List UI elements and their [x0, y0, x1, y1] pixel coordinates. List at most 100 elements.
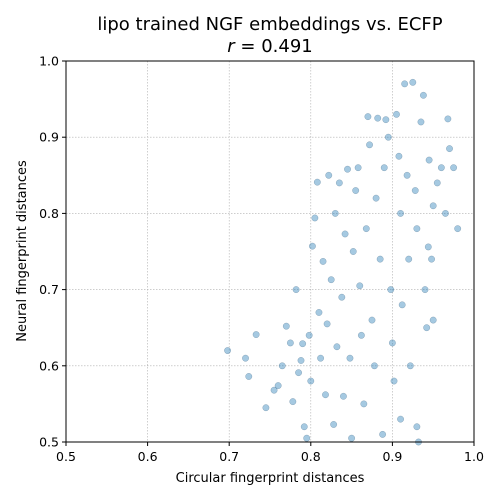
data-point	[429, 316, 437, 324]
data-point	[305, 331, 313, 339]
y-tick-label: 0.7	[39, 282, 59, 297]
data-point	[242, 354, 249, 362]
data-point	[357, 331, 365, 339]
data-point	[364, 113, 372, 121]
data-point	[441, 209, 449, 217]
data-point	[393, 110, 400, 118]
data-point	[409, 78, 417, 86]
x-tick-label: 0.8	[301, 449, 321, 464]
data-point	[339, 392, 347, 400]
data-point	[313, 178, 321, 186]
data-point	[317, 354, 325, 362]
data-point	[444, 115, 452, 123]
data-point	[352, 187, 360, 194]
data-point	[371, 362, 378, 370]
data-point	[387, 286, 395, 294]
data-point	[224, 347, 232, 355]
data-point	[362, 225, 370, 233]
chart-title: lipo trained NGF embeddings vs. ECFP	[97, 14, 442, 35]
data-point	[384, 133, 392, 141]
y-tick-label: 1.0	[39, 54, 59, 69]
plot-frame	[65, 60, 475, 443]
data-point	[454, 225, 462, 233]
data-point	[421, 286, 429, 294]
data-point	[295, 369, 303, 377]
data-point	[437, 164, 445, 172]
axis-ticks: 0.5 0.6 0.7 0.8 0.9 1.0 0.5 0.6 0.7 0.8 0.9 1.0	[39, 54, 484, 465]
data-point	[417, 118, 425, 126]
subtitle-r: r	[227, 36, 236, 57]
data-point	[401, 80, 409, 88]
data-point	[331, 209, 339, 217]
data-point	[262, 404, 270, 412]
data-point	[349, 248, 357, 255]
data-point	[325, 171, 333, 179]
data-point	[390, 377, 398, 385]
data-point	[411, 187, 419, 194]
data-point	[270, 386, 278, 394]
x-tick-label: 0.9	[382, 449, 402, 464]
data-point	[366, 141, 373, 149]
data-point	[319, 257, 327, 265]
data-point	[397, 209, 405, 217]
chart-subtitle: r = 0.491	[227, 36, 312, 57]
data-point	[333, 343, 341, 351]
data-point	[308, 242, 316, 250]
y-tick-label: 0.6	[39, 358, 59, 373]
data-point	[406, 362, 414, 370]
data-point	[413, 423, 421, 431]
data-point	[348, 434, 356, 442]
x-tick-label: 1.0	[464, 449, 484, 464]
data-point	[327, 276, 335, 284]
grid	[65, 60, 475, 443]
data-point	[360, 400, 368, 408]
data-points	[224, 78, 462, 446]
data-point	[307, 377, 315, 385]
data-point	[380, 164, 388, 172]
data-point	[354, 164, 362, 172]
data-point	[315, 309, 323, 316]
data-point	[379, 430, 387, 438]
data-point	[322, 391, 329, 399]
y-axis-label: Neural fingerprint distances	[15, 160, 30, 342]
data-point	[289, 398, 297, 406]
data-point	[446, 145, 453, 153]
data-point	[346, 354, 354, 362]
x-tick-label: 0.5	[56, 449, 76, 464]
data-point	[297, 357, 305, 364]
data-point	[286, 339, 294, 347]
data-point	[338, 293, 346, 301]
x-axis-label: Circular fingerprint distances	[176, 471, 365, 486]
data-point	[388, 339, 396, 347]
data-point	[398, 301, 406, 309]
data-point	[292, 286, 300, 294]
data-point	[278, 362, 286, 370]
data-point	[323, 320, 331, 328]
data-point	[299, 340, 307, 348]
data-point	[424, 243, 432, 251]
data-point	[282, 322, 290, 330]
data-point	[413, 225, 421, 233]
y-tick-label: 0.8	[39, 206, 59, 221]
x-tick-label: 0.7	[219, 449, 239, 464]
x-tick-label: 0.6	[138, 449, 158, 464]
data-point	[374, 114, 382, 122]
y-tick-label: 0.5	[39, 435, 59, 450]
y-tick-label: 0.9	[39, 130, 59, 145]
data-point	[311, 214, 319, 222]
data-point	[423, 324, 431, 332]
data-point	[344, 165, 351, 173]
data-point	[433, 179, 441, 187]
data-point	[450, 164, 458, 172]
data-point	[382, 116, 390, 124]
data-point	[300, 423, 308, 431]
data-point	[405, 255, 413, 263]
data-point	[395, 152, 403, 160]
data-point	[429, 202, 437, 210]
data-point	[252, 331, 260, 339]
data-point	[368, 316, 376, 324]
data-point	[428, 255, 436, 263]
data-point	[330, 421, 338, 428]
data-point	[425, 156, 433, 164]
